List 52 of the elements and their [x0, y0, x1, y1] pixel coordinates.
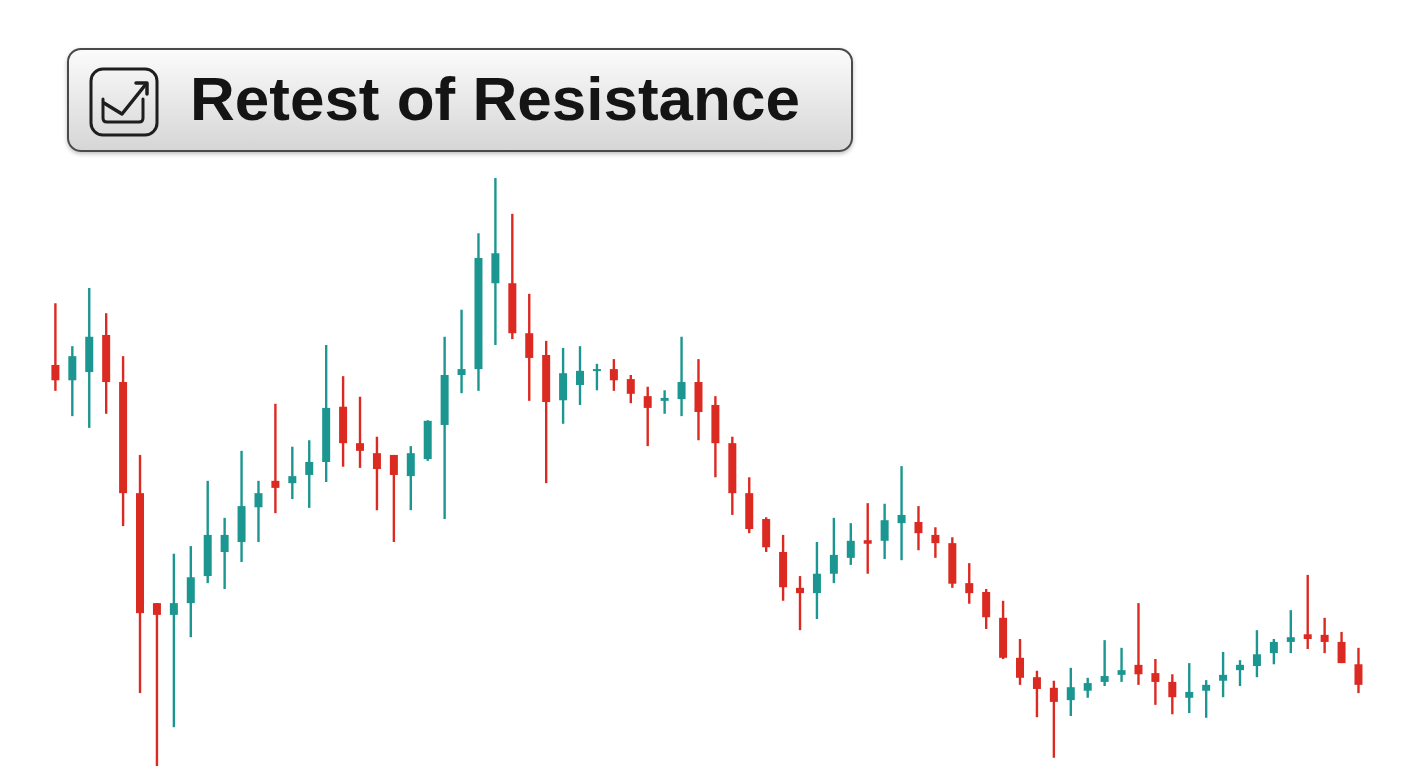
candlestick	[626, 373, 635, 405]
candlestick	[914, 504, 923, 552]
candlestick	[880, 502, 889, 561]
candlestick	[829, 516, 838, 585]
candlestick	[152, 601, 161, 766]
candlestick	[372, 435, 381, 512]
candlestick	[1032, 669, 1041, 719]
candlestick	[1303, 573, 1312, 651]
candlestick	[271, 402, 280, 515]
candlestick	[812, 540, 821, 621]
candlestick	[389, 453, 398, 544]
candlestick	[1100, 638, 1109, 688]
candlestick	[931, 526, 940, 560]
candlestick	[356, 395, 365, 470]
candlestick	[1337, 630, 1346, 665]
chart-title: Retest of Resistance	[190, 64, 800, 133]
candlestick	[1168, 673, 1177, 716]
candlestick	[677, 335, 686, 418]
candlestick	[1016, 637, 1025, 687]
candlestick	[406, 444, 415, 512]
candlestick	[1269, 637, 1278, 666]
candlestick	[592, 362, 601, 392]
candlestick	[660, 389, 669, 415]
candlestick	[1202, 678, 1211, 719]
candlestick	[576, 344, 585, 407]
candlestick	[169, 552, 178, 729]
candlestick	[1185, 661, 1194, 715]
candlestick	[220, 516, 229, 591]
candlestick	[609, 357, 618, 393]
candlestick	[1236, 658, 1245, 688]
candlestick	[1252, 628, 1261, 679]
candlestick	[1134, 601, 1143, 687]
candlestick	[1049, 679, 1058, 759]
candlestick	[1151, 657, 1160, 707]
candlestick	[1320, 616, 1329, 655]
candlestick	[254, 479, 263, 544]
candlestick	[965, 561, 974, 605]
candlestick	[1066, 666, 1075, 718]
candlestick	[796, 574, 805, 632]
candlestick	[863, 501, 872, 575]
candlestick	[1117, 646, 1126, 684]
candlestick	[1219, 650, 1228, 699]
candlestick	[1286, 608, 1295, 655]
candlestick	[897, 464, 906, 562]
candlestick	[288, 445, 297, 501]
candlestick	[846, 521, 855, 567]
candlestick	[51, 302, 60, 393]
candlestick	[305, 439, 314, 510]
candlestick	[1354, 646, 1363, 695]
candlestick	[643, 385, 652, 448]
candlestick	[1083, 676, 1092, 699]
candlestick	[457, 308, 466, 395]
